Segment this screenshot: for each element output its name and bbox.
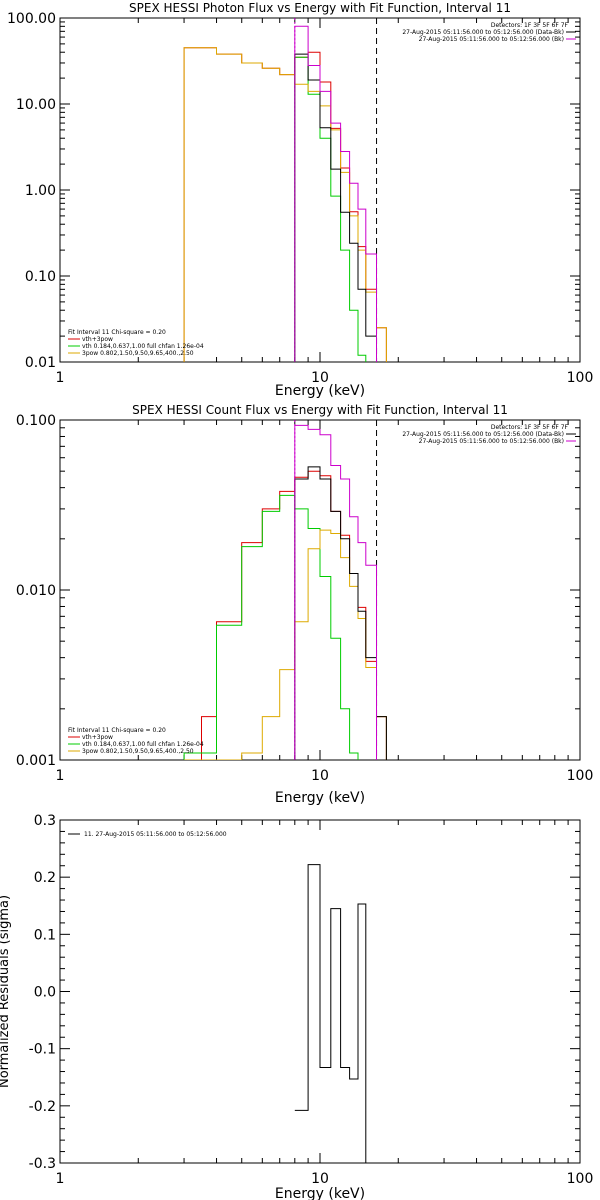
legend-entry: vth 0.184,0.637,1.00 full chfan 1.26e-04: [82, 741, 204, 748]
x-tick-label: 1: [56, 1171, 65, 1187]
plot-layer: [183, 420, 387, 760]
legend-entry: 27-Aug-2015 05:11:56.000 to 05:12:56.000…: [419, 438, 564, 445]
y-tick-label: 0.01: [25, 355, 56, 371]
legend-bottom-left: Fit Interval 11 Chi-square = 0.20vth+3po…: [68, 727, 204, 755]
chart-panel-1: SPEX HESSI Photon Flux vs Energy with Fi…: [7, 1, 593, 399]
plot-layer: [183, 18, 387, 362]
series-bk: [294, 25, 377, 362]
y-tick-label: 100.00: [7, 11, 56, 27]
legend-entry: vth+3pow: [82, 336, 113, 343]
series-data-bk: [294, 53, 377, 362]
y-tick-label: 0.10: [25, 269, 56, 285]
x-tick-label: 100: [567, 768, 594, 784]
series-vth-3pow: [184, 470, 387, 760]
y-tick-label: 0.2: [34, 870, 56, 886]
x-axis-label: Energy (keV): [275, 383, 365, 399]
y-tick-label: 1.00: [25, 183, 56, 199]
x-axis-label: Energy (keV): [275, 790, 365, 806]
legend-entry: 11. 27-Aug-2015 05:11:56.000 to 05:12:56…: [84, 831, 227, 838]
legend-header: Fit Interval 11 Chi-square = 0.20: [68, 727, 166, 734]
x-tick-label: 1: [56, 370, 65, 386]
legend-entry: vth+3pow: [82, 734, 113, 741]
y-axis-label: Normalized Residuals (sigma): [0, 895, 12, 1088]
series-vth-3pow: [183, 47, 387, 362]
x-tick-label: 100: [567, 370, 594, 386]
series-3pow: [183, 47, 387, 362]
y-tick-label: -0.3: [29, 1156, 56, 1172]
legend-entry: Detectors: 1F 3F 5F 6F 7F: [491, 22, 569, 29]
legend-entry: 3pow 0.802,1.50,9.50,9.65,400.,2.50: [82, 748, 194, 755]
legend-entry: 3pow 0.802,1.50,9.50,9.65,400.,2.50: [82, 350, 194, 357]
series-vth: [183, 494, 359, 760]
legend-entry: 27-Aug-2015 05:11:56.000 to 05:12:56.000…: [419, 36, 564, 43]
legend-entry: Detectors: 1F 3F 5F 6F 7F: [491, 424, 569, 431]
x-tick-label: 10: [311, 370, 329, 386]
y-tick-label: 0.0: [34, 985, 56, 1001]
legend-entry: 27-Aug-2015 05:11:56.000 to 05:12:56.000…: [402, 29, 564, 36]
series-3pow: [184, 529, 387, 760]
chart-panel-3: 1 10 100 -0.3 -0.2 -0.1 0.0 0.1 0.2 0.3 Energy (ke…: [0, 813, 593, 1200]
y-tick-label: 10.00: [16, 97, 56, 113]
legend-entry: vth 0.184,0.637,1.00 full chfan 1.26e-04: [82, 343, 204, 350]
x-tick-label: 1: [56, 768, 65, 784]
x-axis-label: Energy (keV): [275, 1186, 365, 1200]
y-tick-label: 0.1: [34, 927, 56, 943]
chart-panel-2: SPEX HESSI Count Flux vs Energy with Fit…: [16, 403, 593, 806]
y-tick-label: 0.3: [34, 813, 56, 829]
x-tick-label: 100: [567, 1171, 594, 1187]
legend-header: Fit Interval 11 Chi-square = 0.20: [68, 329, 166, 336]
chart-title: SPEX HESSI Count Flux vs Energy with Fit…: [132, 403, 508, 417]
legend-bottom-left: Fit Interval 11 Chi-square = 0.20vth+3po…: [68, 329, 204, 357]
plot-layer: [294, 864, 377, 1163]
legend-entry: 27-Aug-2015 05:11:56.000 to 05:12:56.000…: [402, 431, 564, 438]
y-tick-label: -0.2: [29, 1099, 56, 1115]
series-data-bk: [294, 466, 387, 760]
x-tick-label: 10: [311, 768, 329, 784]
y-tick-label: 0.001: [16, 753, 56, 769]
legend-top-left: 11. 27-Aug-2015 05:11:56.000 to 05:12:56…: [68, 831, 227, 838]
y-tick-label: -0.1: [29, 1042, 56, 1058]
x-tick-label: 10: [311, 1171, 329, 1187]
series-bk: [294, 424, 377, 760]
y-tick-label: 0.010: [16, 583, 56, 599]
chart-title: SPEX HESSI Photon Flux vs Energy with Fi…: [129, 1, 511, 15]
series-11: [294, 864, 377, 1163]
y-tick-label: 0.100: [16, 413, 56, 429]
